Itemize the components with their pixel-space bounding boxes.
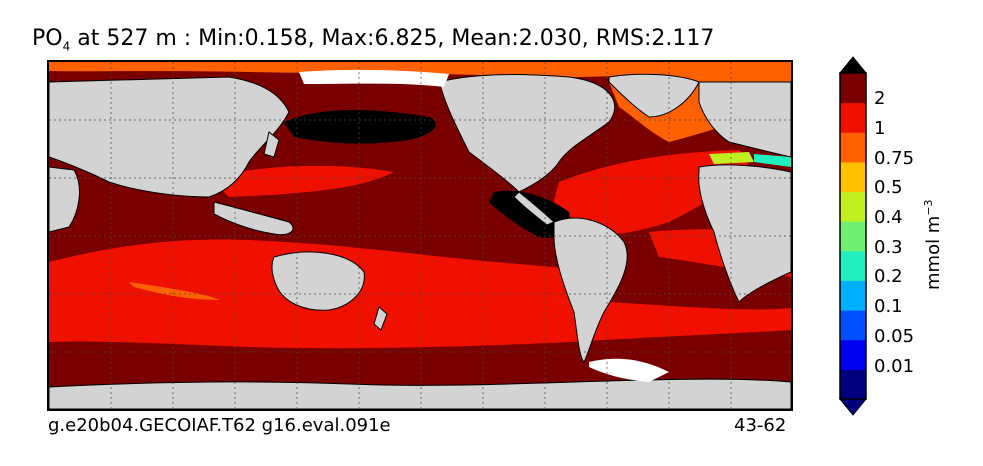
title-subscript: 4 [62,39,71,54]
land-new-zealand [373,306,388,331]
gridlines [49,62,791,409]
land-south-america [553,217,628,363]
colorbar-tick-label: 0.5 [874,177,903,198]
colorbar-cell [840,161,866,193]
land-maritime-asia [213,201,294,236]
colorbar-tick-label: 0.3 [874,237,903,258]
map-title: PO4 at 527 m : Min:0.158, Max:6.825, Mea… [32,26,714,53]
mediterranean-yellow [709,152,754,164]
map-panel [47,60,793,411]
mediterranean-cyan [754,154,791,167]
ocean-orange-indian [129,282,219,300]
colorbar-tick-label: 0.4 [874,207,903,228]
footer-year-range: 43-62 [734,415,787,436]
colorbar-tick-label: 0.01 [874,356,915,377]
colorbar-cell [840,339,866,370]
colorbar [838,56,868,416]
colorbar-frame [839,72,867,400]
colorbar-cell [840,369,866,400]
colorbar-cell [840,132,866,163]
colorbar-cell [840,250,866,281]
land-europe-asia [49,76,791,198]
colorbar-cell [840,221,866,252]
ocean-orange-arctic [49,62,791,78]
colorbar-under-triangle [838,398,868,416]
units-exponent: −3 [922,199,935,216]
colorbar-over-triangle [838,56,868,74]
colorbar-tick-label: 0.75 [874,148,915,169]
colorbar-cells [840,73,866,400]
colorbar-cell [840,280,866,311]
land-australia [271,251,365,311]
colorbar-tick-label: 0.2 [874,266,903,287]
land-central-america [513,191,555,226]
colorbar-cell [840,191,866,222]
colorbar-tick-label: 0.1 [874,296,903,317]
units-main: mmol m [923,215,944,290]
footer-run-id: g.e20b04.GECOIAF.T62 g16.eval.091e [48,415,391,436]
title-variable: PO [32,26,63,51]
ocean-band-red-north-pacific [209,165,394,197]
colorbar-cell [840,310,866,341]
map-svg [49,62,791,409]
colorbar-tick-label: 1 [874,118,886,139]
ocean-black-east-pacific [489,190,570,238]
land-masses [49,73,791,409]
land-africa-west-edge [49,166,80,233]
land-greenland [608,73,700,118]
ice-regions [299,69,669,382]
title-stats: at 527 m : Min:0.158, Max:6.825, Mean:2.… [70,26,715,51]
ice-arctic [299,69,449,87]
colorbar-tick-label: 0.05 [874,326,915,347]
colorbar-cell [840,73,866,104]
colorbar-tick-label: 2 [874,88,886,109]
ice-antarctic [589,358,669,382]
land-africa [698,164,791,303]
colorbar-units: mmol m−3 [922,199,944,290]
colorbar-cell [840,102,866,133]
ocean-black-north-pacific [284,110,437,144]
land-japan [263,131,280,158]
land-antarctica [49,378,791,409]
